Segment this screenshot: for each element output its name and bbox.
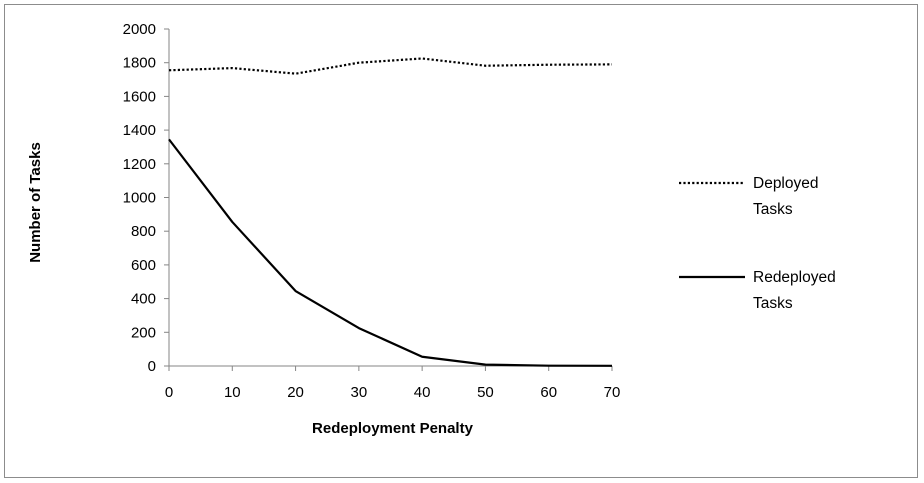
- y-tick-label: 1600: [123, 88, 156, 105]
- legend: Deployed Tasks Redeployed Tasks: [679, 175, 836, 312]
- y-tick-label: 1800: [123, 55, 156, 72]
- legend-label-deployed-tasks: Deployed: [753, 175, 819, 192]
- series-line-redeployed-tasks: [168, 138, 613, 367]
- legend-label-redeployed-tasks: Tasks: [753, 295, 793, 312]
- y-axis-title: Number of Tasks: [27, 142, 44, 263]
- y-tick-label: 1200: [123, 156, 156, 173]
- chart-frame: [4, 4, 918, 478]
- y-tick-label: 0: [148, 358, 156, 375]
- x-tick-label: 60: [540, 384, 557, 401]
- x-tick-label: 40: [414, 384, 431, 401]
- series-layer: [168, 57, 613, 367]
- legend-label-deployed-tasks: Tasks: [753, 201, 793, 218]
- legend-label-redeployed-tasks: Redeployed: [753, 269, 836, 286]
- series-line-deployed-tasks: [168, 57, 613, 75]
- y-tick-label: 2000: [123, 21, 156, 38]
- y-tick-label: 600: [131, 257, 156, 274]
- x-axis: 0 10 20 30 40 50 60 70: [165, 365, 621, 401]
- y-tick-label: 1000: [123, 190, 156, 207]
- x-tick-label: 0: [165, 384, 173, 401]
- x-tick-label: 10: [224, 384, 241, 401]
- x-tick-label: 20: [287, 384, 304, 401]
- x-tick-label: 50: [477, 384, 494, 401]
- y-tick-label: 1400: [123, 122, 156, 139]
- x-tick-label: 70: [604, 384, 621, 401]
- y-axis: 0 200 400 600 800 1000 1200 1400 1600 1800 2000: [123, 21, 170, 375]
- x-axis-title: Redeployment Penalty: [312, 420, 474, 437]
- y-tick-label: 200: [131, 324, 156, 341]
- y-tick-label: 800: [131, 223, 156, 240]
- y-tick-label: 400: [131, 291, 156, 308]
- x-tick-label: 30: [351, 384, 368, 401]
